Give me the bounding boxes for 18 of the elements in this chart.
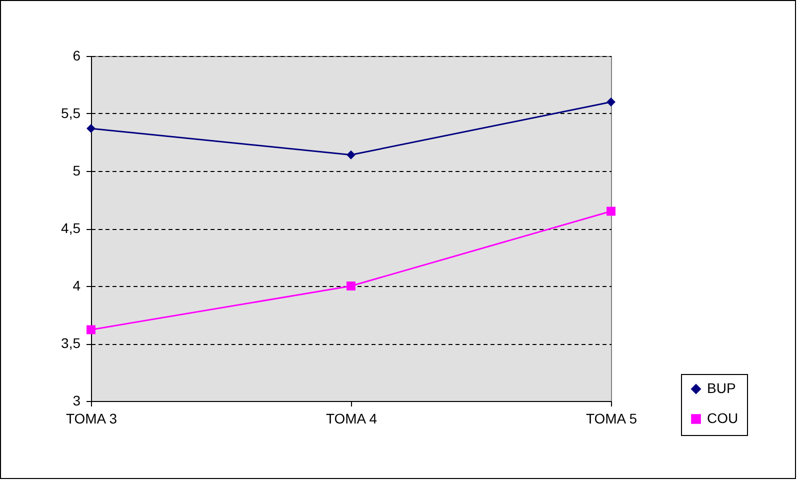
point [606,98,616,106]
y-tick-label: 6 [72,48,81,64]
x-tick-label: TOMA 4 [326,410,378,426]
point [86,325,96,334]
legend-label: BUP [707,380,736,396]
point [606,206,616,216]
x-tick-label: TOMA 5 [586,410,638,426]
x-tick-label: TOMA 3 [66,410,118,426]
y-tick-label: 5,5 [61,105,81,121]
y-tick-label: 4 [72,278,81,294]
y-tick-label: 5 [72,162,81,178]
y-tick-label: 3 [72,392,81,408]
point [346,282,356,290]
legend-label: COU [707,410,738,426]
y-tick-label: 4,5 [61,220,81,236]
point [86,124,96,133]
y-tick-label: 3,5 [61,335,81,351]
point [346,150,356,160]
